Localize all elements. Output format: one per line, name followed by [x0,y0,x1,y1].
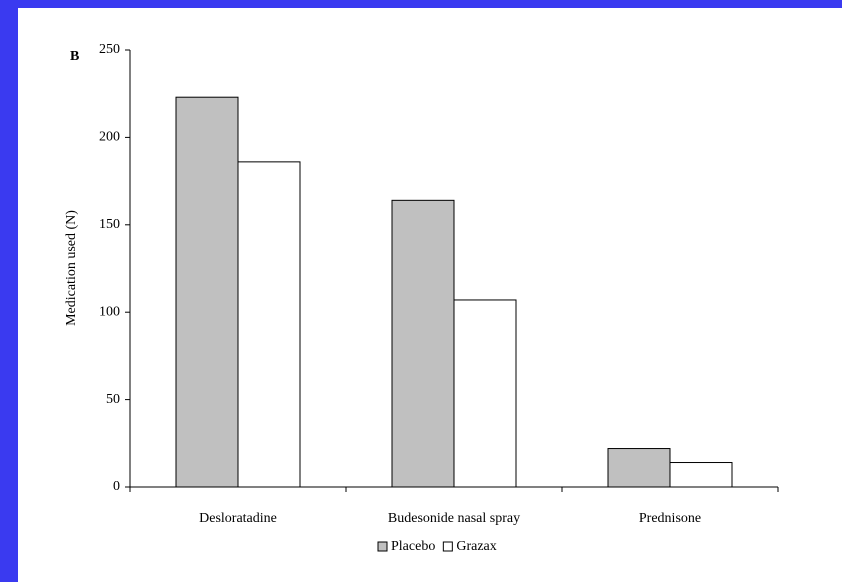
bar [669,462,733,488]
bar [391,199,455,488]
y-tick-label: 50 [106,392,120,407]
y-axis-label: Medication used (N) [64,210,79,326]
legend-swatch [377,541,388,552]
bar [175,96,239,488]
legend-swatch [442,541,453,552]
x-tick-label: Desloratadine [199,511,277,526]
x-tick-label: Prednisone [639,511,701,526]
legend-label: Placebo [391,539,435,554]
x-tick-label: Budesonide nasal spray [388,511,520,526]
y-tick-label: 200 [99,130,120,145]
y-tick-label: 250 [99,42,120,57]
bar [607,448,671,488]
panel-label: B [70,49,79,64]
y-tick-label: 150 [99,217,120,232]
bar [237,161,301,488]
y-tick-label: 0 [113,479,120,494]
frame-top [0,0,842,8]
frame-left [0,0,18,582]
legend-label: Grazax [456,539,496,554]
bar [453,299,517,488]
y-tick-label: 100 [99,304,120,319]
